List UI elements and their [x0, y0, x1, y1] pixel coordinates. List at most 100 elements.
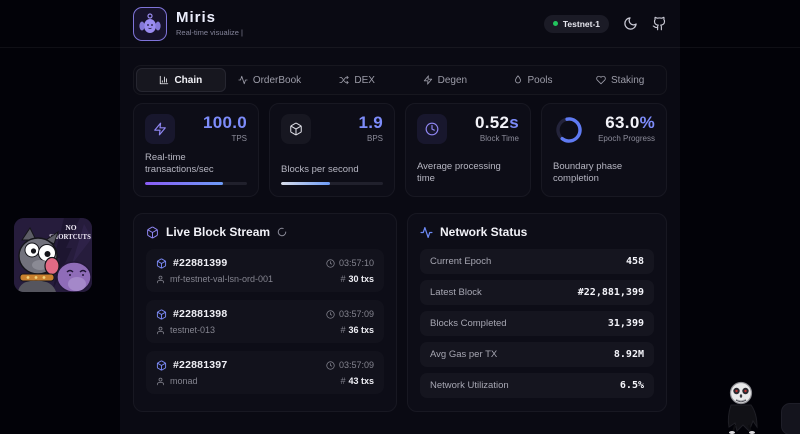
hash-symbol: # [340, 376, 346, 386]
github-icon[interactable] [652, 16, 667, 31]
app-title: Miris [176, 9, 217, 26]
stat-card-blocktime: 0.52s Block Time Average processing time [405, 103, 531, 197]
tab-bar: Chain OrderBook DEX Degen Pools Staking [133, 65, 667, 95]
block-number: #22881398 [173, 308, 228, 320]
block-txs: 30 txs [348, 274, 374, 284]
block-validator: monad [170, 376, 198, 386]
hash-symbol: # [340, 274, 346, 284]
tab-pools[interactable]: Pools [489, 68, 577, 92]
block-time: 03:57:09 [338, 309, 374, 319]
status-row-avg-gas: Avg Gas per TX 8.92M [420, 342, 654, 367]
tab-chain[interactable]: Chain [136, 68, 226, 92]
block-txs: 43 txs [348, 376, 374, 386]
stat-card-bps: 1.9 BPS Blocks per second [269, 103, 395, 197]
mascot-icon [139, 12, 161, 33]
clock-icon [326, 360, 335, 370]
header-right: Testnet-1 [543, 14, 667, 33]
block-validator: mf-testnet-val-lsn-ord-001 [170, 274, 274, 284]
live-block-stream-panel: Live Block Stream #22881399 03:57:1 [133, 213, 397, 412]
zap-icon [145, 114, 175, 144]
status-value: 458 [625, 256, 644, 267]
blocktime-value: 0.52 [474, 113, 510, 132]
bar-chart-icon [160, 75, 169, 85]
tab-label: DEX [354, 74, 375, 86]
status-row-utilization: Network Utilization 6.5% [420, 373, 654, 398]
tab-degen[interactable]: Degen [401, 68, 489, 92]
epoch-label: Boundary phase completion [553, 161, 623, 184]
block-time: 03:57:10 [338, 258, 374, 268]
tab-label: Degen [437, 74, 468, 86]
cube-icon [281, 114, 311, 144]
stats-row: 100.0 TPS Real-time transactions/sec 1.9… [133, 103, 667, 197]
skeleton-sticker [721, 381, 765, 434]
clock-icon [417, 114, 447, 144]
block-row[interactable]: #22881398 03:57:09 testnet-013 [146, 300, 384, 343]
tab-staking[interactable]: Staking [576, 68, 664, 92]
epoch-suffix: % [639, 113, 655, 132]
bps-label: Blocks per second [281, 164, 359, 175]
status-dot [552, 21, 558, 26]
block-list: #22881399 03:57:10 mf-testnet-val-lsn-or… [146, 249, 384, 394]
block-number: #22881397 [173, 359, 228, 371]
app-column: Miris Real-time visualize | Testnet-1 Ch… [120, 0, 680, 434]
epoch-progress-ring [556, 117, 582, 143]
zap-icon [423, 75, 432, 85]
cube-icon [147, 226, 158, 238]
panels-row: Live Block Stream #22881399 03:57:1 [133, 213, 667, 412]
activity-icon [420, 226, 433, 238]
status-value: #22,881,399 [577, 287, 644, 298]
live-block-stream-title: Live Block Stream [166, 225, 271, 239]
tab-label: OrderBook [252, 74, 302, 86]
tab-dex[interactable]: DEX [313, 68, 401, 92]
status-row-blocks-completed: Blocks Completed 31,399 [420, 311, 654, 336]
moon-icon[interactable] [623, 16, 638, 31]
skeleton-sticker-image [727, 381, 758, 434]
bps-value: 1.9 [358, 113, 383, 132]
cube-icon [156, 308, 167, 320]
network-status-panel: Network Status Current Epoch 458 Latest … [407, 213, 667, 412]
stat-card-tps: 100.0 TPS Real-time transactions/sec [133, 103, 259, 197]
user-icon [157, 275, 164, 283]
no-shortcuts-sticker: NO SHORTCUTS [14, 218, 92, 292]
droplet-icon [514, 75, 521, 84]
title-block: Miris Real-time visualize | [176, 9, 243, 38]
app-logo[interactable] [133, 6, 167, 41]
status-value: 6.5% [619, 380, 644, 391]
blocktime-suffix: s [509, 113, 519, 132]
cube-icon [156, 257, 167, 269]
blocktime-label: Average processing time [417, 161, 501, 184]
block-row[interactable]: #22881399 03:57:10 mf-testnet-val-lsn-or… [146, 249, 384, 292]
clock-icon [326, 309, 335, 319]
tps-label: Real-time transactions/sec [145, 152, 214, 175]
hash-symbol: # [340, 325, 346, 335]
cube-icon [156, 359, 167, 371]
tps-value: 100.0 [202, 113, 247, 132]
network-badge[interactable]: Testnet-1 [543, 14, 609, 33]
epoch-value: 63.0 [605, 113, 640, 132]
tab-orderbook[interactable]: OrderBook [226, 68, 314, 92]
epoch-unit: Epoch Progress [598, 134, 655, 143]
block-txs: 36 txs [348, 325, 374, 335]
status-row-latest-block: Latest Block #22,881,399 [420, 280, 654, 305]
tps-progress-fill [145, 182, 223, 185]
status-label: Blocks Completed [430, 318, 507, 329]
header-divider [0, 47, 800, 48]
blocktime-unit: Block Time [479, 134, 519, 143]
tps-progress-track [145, 182, 247, 185]
block-number: #22881399 [173, 257, 228, 269]
tab-label: Pools [527, 74, 553, 86]
bps-progress-track [281, 182, 383, 185]
no-shortcuts-line2: SHORTCUTS [49, 234, 91, 241]
user-icon [157, 377, 164, 385]
block-row[interactable]: #22881397 03:57:09 monad [146, 351, 384, 394]
status-row-current-epoch: Current Epoch 458 [420, 249, 654, 274]
bps-unit: BPS [366, 134, 383, 143]
corner-widget[interactable] [781, 403, 800, 434]
status-value: 31,399 [607, 318, 644, 329]
status-label: Avg Gas per TX [430, 349, 498, 360]
clock-icon [326, 258, 335, 268]
no-shortcuts-sticker-image: NO SHORTCUTS [14, 218, 92, 292]
tps-unit: TPS [231, 134, 247, 143]
header: Miris Real-time visualize | Testnet-1 [120, 0, 680, 47]
